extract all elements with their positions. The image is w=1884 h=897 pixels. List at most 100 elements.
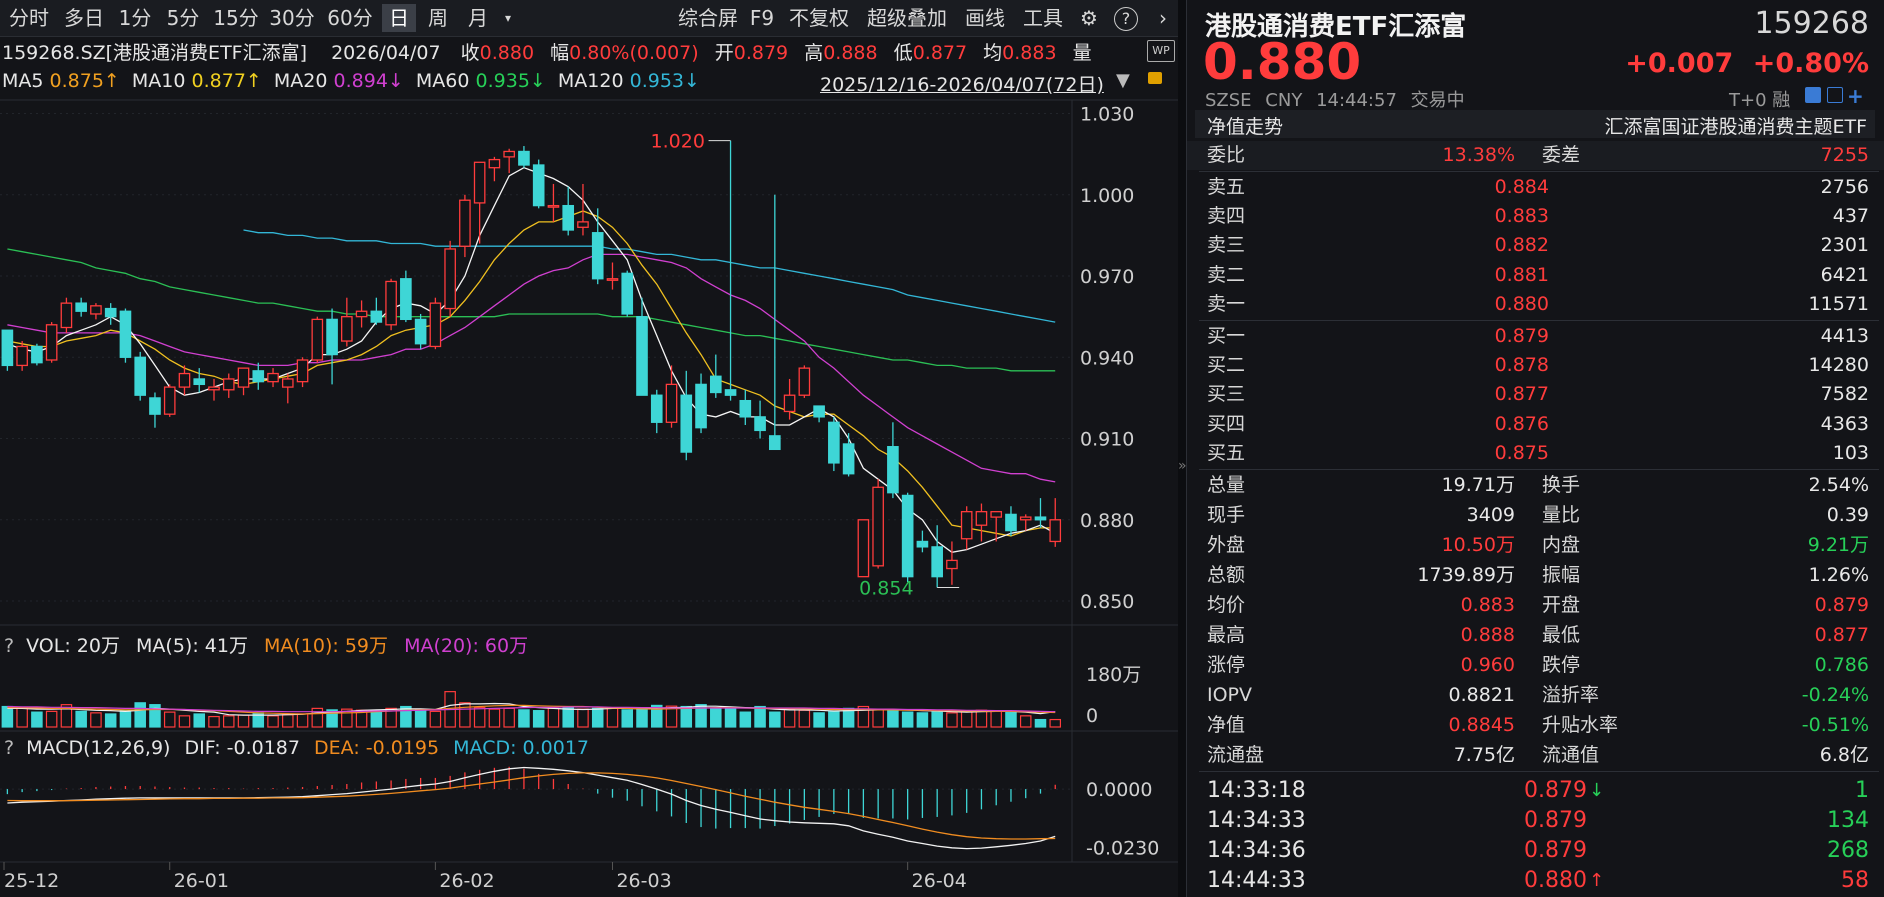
volume-bar	[104, 713, 117, 728]
nav-trend-link[interactable]: 净值走势	[1207, 116, 1284, 138]
period-tab-3[interactable]: 5分	[166, 6, 200, 30]
date-range[interactable]: 2025/12/16-2026/04/07(72日)	[820, 74, 1104, 96]
add-icon[interactable]: +	[1847, 84, 1864, 108]
wp-icon[interactable]: WP	[1147, 40, 1175, 62]
candle	[650, 394, 663, 423]
collapse-icon[interactable]: ?	[4, 737, 15, 759]
stat-label: 现手	[1207, 504, 1246, 526]
period-tab-8[interactable]: 周	[428, 6, 448, 30]
lock-icon[interactable]	[1148, 72, 1162, 84]
book-label: 买五	[1207, 441, 1246, 464]
volume-bar	[1034, 718, 1047, 728]
period-tab-1[interactable]: 多日	[64, 6, 104, 30]
stat-value: -0.51%	[1801, 714, 1869, 736]
high-value: 0.888	[823, 42, 878, 64]
panel-splitter[interactable]: »	[1178, 0, 1187, 897]
candle	[931, 546, 943, 578]
period-tab-2[interactable]: 1分	[118, 6, 152, 30]
toolbar-item-1[interactable]: F9	[749, 6, 775, 30]
book-price: 0.875	[1494, 441, 1549, 464]
period-tab-6[interactable]: 60分	[327, 6, 373, 30]
candle	[739, 399, 752, 418]
book-price: 0.878	[1494, 354, 1549, 377]
y-tick-label: 0.850	[1080, 591, 1134, 613]
volume-bar	[518, 709, 530, 728]
range-dropdown-icon[interactable]: ▼	[1116, 70, 1130, 91]
stat-row: 总额 1739.89万 振幅 1.26%	[1187, 561, 1884, 590]
tick-price: 0.879	[1524, 778, 1587, 803]
expand-icon[interactable]: »	[1178, 458, 1187, 474]
volume-bar	[296, 713, 309, 728]
more-periods-icon[interactable]: ▾	[504, 11, 512, 25]
open-label: 开	[714, 42, 734, 64]
toolbar-item-2[interactable]: 不复权	[789, 6, 849, 30]
candle	[341, 316, 353, 342]
period-tab-9[interactable]: 月	[468, 6, 488, 30]
ask-row[interactable]: 卖二 0.881 6421	[1187, 261, 1884, 290]
period-tab-4[interactable]: 15分	[213, 6, 259, 30]
candle	[591, 232, 604, 280]
volume-legend: ? VOL: 20万 MA(5): 41万 MA(10): 59万 MA(20)…	[4, 631, 528, 658]
bid-row[interactable]: 买四 0.876 4363	[1187, 410, 1884, 439]
volume-bar	[1005, 711, 1017, 728]
x-tick-label: 26-02	[439, 870, 494, 892]
ask-row[interactable]: 卖五 0.884 2756	[1187, 173, 1884, 202]
bid-row[interactable]: 买一 0.879 4413	[1187, 322, 1884, 351]
toolbar-item-0[interactable]: 综合屏	[678, 6, 738, 30]
tick-row: 14:34:36 0.879 268	[1187, 836, 1884, 866]
volume-bar	[562, 706, 574, 728]
stat-value: 0.8845	[1448, 714, 1515, 736]
ma60-label: MA60	[415, 70, 470, 92]
period-tab-5[interactable]: 30分	[269, 6, 315, 30]
stat-value: 1739.89万	[1417, 564, 1515, 586]
period-tab-7[interactable]: 日	[382, 4, 416, 32]
candle	[946, 559, 958, 570]
toolbar-item-4[interactable]: 画线	[965, 6, 1005, 30]
ma20-line	[7, 253, 1056, 483]
chevron-right-icon[interactable]: ›	[1159, 6, 1167, 30]
stat-label: 跌停	[1542, 654, 1581, 676]
stat-row: 最高 0.888 最低 0.877	[1187, 621, 1884, 650]
candle	[665, 383, 678, 423]
stat-label: 净值	[1207, 714, 1246, 736]
period-tab-0[interactable]: 分时	[9, 6, 49, 30]
volume-bar	[946, 712, 958, 728]
candle	[680, 394, 693, 453]
book-volume: 4413	[1820, 325, 1869, 347]
nav-bar[interactable]: 净值走势 汇添富国证港股通消费主题ETF	[1195, 110, 1875, 138]
tick-price: 0.879	[1524, 838, 1587, 863]
ma10-line	[7, 210, 1056, 537]
ask-row[interactable]: 卖四 0.883 437	[1187, 202, 1884, 231]
collapse-icon[interactable]: ?	[4, 635, 15, 657]
min-price-label: 0.854	[859, 578, 913, 600]
trading-status: 交易中	[1410, 90, 1465, 111]
candle	[1, 329, 14, 367]
candle	[370, 310, 383, 323]
candle	[414, 318, 427, 345]
bid-row[interactable]: 买五 0.875 103	[1187, 439, 1884, 468]
window-icon[interactable]	[1827, 87, 1843, 103]
tick-price: 0.879	[1524, 808, 1587, 833]
candle	[621, 272, 634, 315]
gear-icon[interactable]: ⚙	[1080, 6, 1098, 30]
ask-row[interactable]: 卖三 0.882 2301	[1187, 231, 1884, 260]
stat-label: 最低	[1542, 624, 1581, 646]
price-change: +0.007 +0.80%	[1625, 48, 1869, 79]
candle	[119, 310, 132, 358]
margin-flag: 融	[1772, 90, 1791, 111]
tick-volume: 268	[1827, 838, 1869, 863]
help-icon[interactable]: ?	[1114, 7, 1138, 31]
close-label: 收	[460, 42, 480, 64]
bid-row[interactable]: 买二 0.878 14280	[1187, 351, 1884, 380]
stat-row: 总量 19.71万 换手 2.54%	[1187, 471, 1884, 500]
ask-row[interactable]: 卖一 0.880 11571	[1187, 290, 1884, 319]
bid-row[interactable]: 买三 0.877 7582	[1187, 380, 1884, 409]
toolbar-item-5[interactable]: 工具	[1023, 6, 1063, 30]
ma5-value: 0.875↑	[49, 70, 120, 92]
edit-icon[interactable]	[1805, 87, 1821, 103]
book-volume: 2301	[1820, 234, 1869, 257]
volume-bar	[754, 705, 766, 728]
x-tick-label: 25-12	[4, 870, 59, 892]
toolbar-item-3[interactable]: 超级叠加	[867, 6, 947, 30]
ratio-label: 委比	[1207, 144, 1246, 166]
